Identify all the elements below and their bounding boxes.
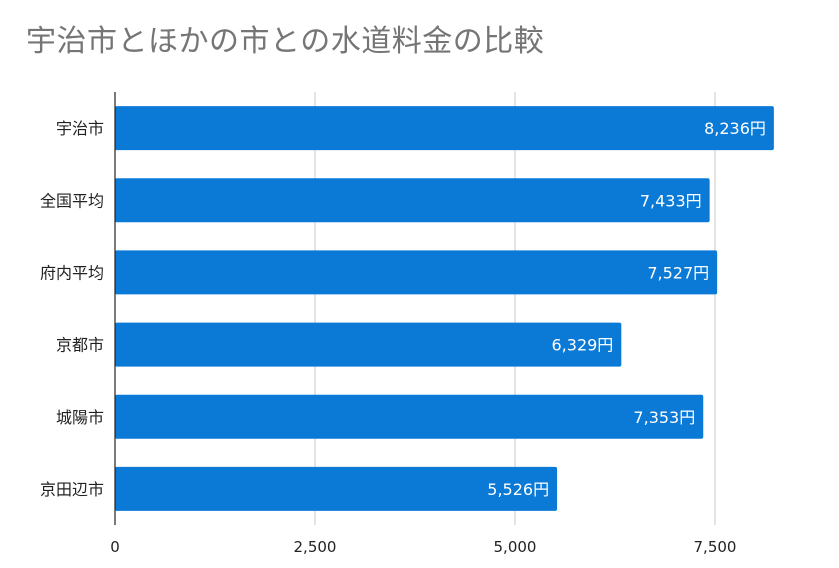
category-label: 全国平均 bbox=[40, 191, 104, 210]
bar bbox=[115, 394, 704, 439]
x-tick-label: 5,000 bbox=[494, 538, 537, 556]
bar bbox=[115, 466, 558, 511]
x-tick-label: 7,500 bbox=[694, 538, 737, 556]
x-tick-label: 2,500 bbox=[294, 538, 337, 556]
bar bbox=[115, 106, 774, 151]
category-label: 京田辺市 bbox=[40, 480, 104, 499]
bar-value-label: 8,236円 bbox=[704, 119, 766, 138]
bar-value-label: 7,353円 bbox=[633, 408, 695, 427]
category-label: 府内平均 bbox=[40, 263, 104, 282]
bar-value-label: 6,329円 bbox=[552, 336, 614, 355]
category-label: 城陽市 bbox=[56, 408, 104, 427]
bar-value-label: 7,433円 bbox=[640, 191, 702, 210]
bar-value-label: 7,527円 bbox=[647, 263, 709, 282]
bar-value-label: 5,526円 bbox=[487, 480, 549, 499]
chart-title: 宇治市とほかの市との水道料金の比較 bbox=[26, 24, 545, 59]
bar bbox=[115, 250, 718, 295]
bar bbox=[115, 178, 710, 223]
bars: 8,236円 7,433円 7,527円 6,329円 7,353円 5,526円 bbox=[115, 106, 774, 511]
category-label: 宇治市 bbox=[56, 119, 104, 138]
bar bbox=[115, 322, 622, 367]
x-tick-label: 0 bbox=[110, 538, 120, 556]
gridlines bbox=[314, 92, 716, 525]
category-label: 京都市 bbox=[56, 336, 104, 355]
